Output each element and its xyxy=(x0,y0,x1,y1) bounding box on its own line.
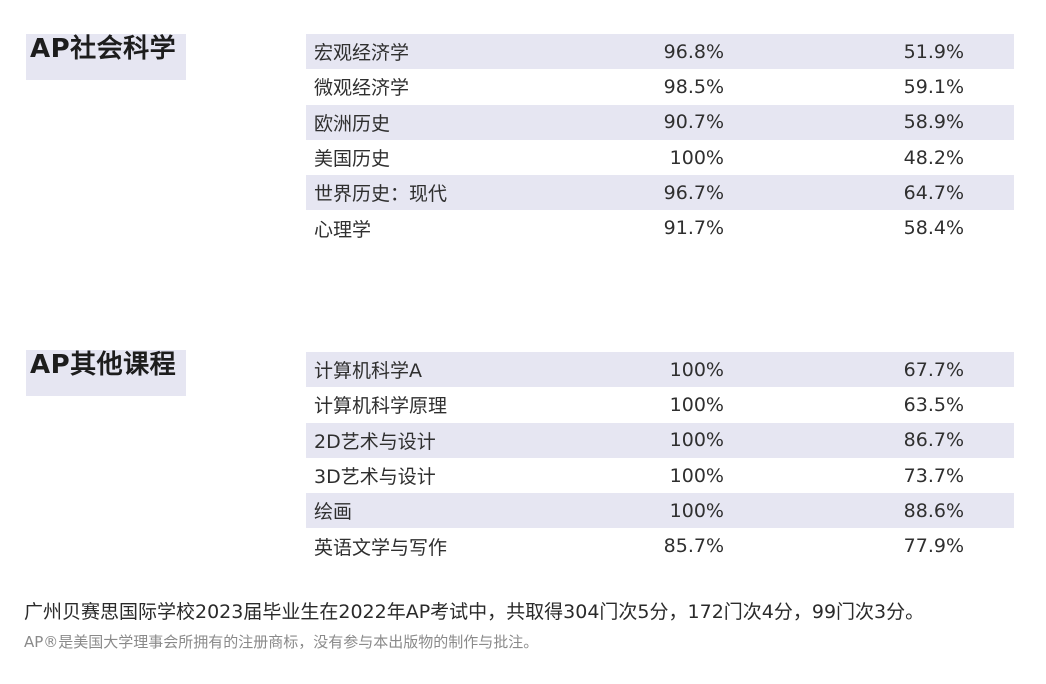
subject-name: 2D艺术与设计 xyxy=(314,430,436,453)
score-column-1: 90.7% xyxy=(663,111,724,134)
score-column-2: 88.6% xyxy=(903,499,964,522)
table-row: 计算机科学A 100% 67.7% xyxy=(306,352,1014,388)
score-column-2: 59.1% xyxy=(903,75,964,98)
score-column-1: 100% xyxy=(669,393,724,416)
subject-name: 宏观经济学 xyxy=(314,42,410,65)
subject-name: 微观经济学 xyxy=(314,77,410,100)
subject-name: 计算机科学原理 xyxy=(314,395,448,418)
score-column-1: 100% xyxy=(669,146,724,169)
subject-name: 计算机科学A xyxy=(314,360,422,383)
subject-name: 3D艺术与设计 xyxy=(314,466,436,489)
subject-name: 绘画 xyxy=(314,501,353,524)
subject-name: 心理学 xyxy=(314,218,372,241)
score-column-2: 58.4% xyxy=(903,217,964,240)
score-column-2: 51.9% xyxy=(903,40,964,63)
score-column-1: 100% xyxy=(669,358,724,381)
score-column-2: 64.7% xyxy=(903,181,964,204)
score-column-2: 58.9% xyxy=(903,111,964,134)
table-row: 宏观经济学 96.8% 51.9% xyxy=(306,34,1014,70)
score-column-1: 100% xyxy=(669,429,724,452)
score-column-2: 67.7% xyxy=(903,358,964,381)
score-column-2: 77.9% xyxy=(903,535,964,558)
table-row: 英语文学与写作 85.7% 77.9% xyxy=(306,528,1014,563)
score-column-1: 98.5% xyxy=(663,75,724,98)
table-row: 微观经济学 98.5% 59.1% xyxy=(306,69,1014,104)
section-title-other-courses: AP其他课程 xyxy=(26,350,186,396)
subject-name: 英语文学与写作 xyxy=(314,536,448,559)
score-column-1: 96.7% xyxy=(663,181,724,204)
table-row: 世界历史：现代 96.7% 64.7% xyxy=(306,175,1014,211)
subject-name: 欧洲历史 xyxy=(314,112,391,135)
table-row: 心理学 91.7% 58.4% xyxy=(306,210,1014,245)
table-row: 欧洲历史 90.7% 58.9% xyxy=(306,104,1014,140)
social-science-table: 宏观经济学 96.8% 51.9% 微观经济学 98.5% 59.1% 欧洲历史… xyxy=(306,34,1014,246)
score-column-1: 100% xyxy=(669,464,724,487)
score-column-2: 86.7% xyxy=(903,429,964,452)
score-column-2: 48.2% xyxy=(903,146,964,169)
table-row: 绘画 100% 88.6% xyxy=(306,493,1014,529)
score-column-1: 96.8% xyxy=(663,40,724,63)
score-column-1: 91.7% xyxy=(663,217,724,240)
score-column-1: 100% xyxy=(669,499,724,522)
table-row: 2D艺术与设计 100% 86.7% xyxy=(306,422,1014,458)
subject-name: 美国历史 xyxy=(314,148,391,171)
score-column-2: 63.5% xyxy=(903,393,964,416)
summary-note: 广州贝赛思国际学校2023届毕业生在2022年AP考试中，共取得304门次5分，… xyxy=(24,601,925,623)
table-row: 计算机科学原理 100% 63.5% xyxy=(306,387,1014,422)
trademark-disclaimer: AP®是美国大学理事会所拥有的注册商标，没有参与本出版物的制作与批注。 xyxy=(24,633,539,651)
other-courses-table: 计算机科学A 100% 67.7% 计算机科学原理 100% 63.5% 2D艺… xyxy=(306,352,1014,564)
table-row: 3D艺术与设计 100% 73.7% xyxy=(306,458,1014,493)
subject-name: 世界历史：现代 xyxy=(314,183,448,206)
section-title-social-science: AP社会科学 xyxy=(26,34,186,80)
table-row: 美国历史 100% 48.2% xyxy=(306,140,1014,175)
score-column-2: 73.7% xyxy=(903,464,964,487)
score-column-1: 85.7% xyxy=(663,535,724,558)
